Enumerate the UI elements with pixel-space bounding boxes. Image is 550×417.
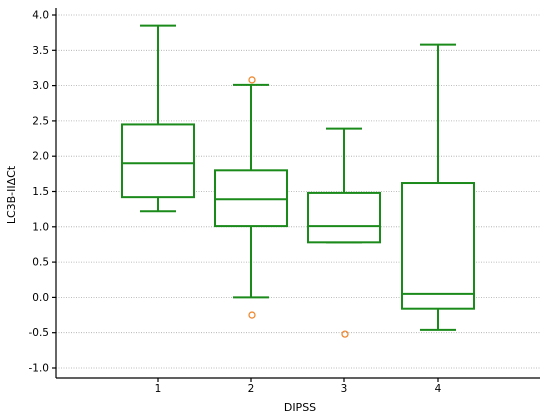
box-group-4 xyxy=(401,43,475,331)
iqr-box xyxy=(121,123,195,199)
iqr-box xyxy=(401,182,475,310)
box-series xyxy=(121,24,475,338)
y-tick-label: -1.0 xyxy=(29,363,50,375)
x-axis-ticks: 1 2 3 4 xyxy=(155,378,442,395)
x-axis-title: DIPSS xyxy=(284,401,316,414)
iqr-box xyxy=(307,191,381,244)
y-tick-label: -0.5 xyxy=(29,327,50,339)
iqr-box xyxy=(214,169,288,228)
outlier-point xyxy=(248,76,256,84)
outlier-point xyxy=(248,311,256,319)
y-tick-label: 3.0 xyxy=(32,80,49,92)
box-group-2 xyxy=(214,76,288,319)
y-tick-label: 0.5 xyxy=(32,257,49,269)
y-tick-label: 1.5 xyxy=(32,186,49,198)
y-tick-label: 2.0 xyxy=(32,151,49,163)
outlier-point xyxy=(341,330,349,338)
y-axis-title: LC3B-IIΔCt xyxy=(5,165,18,224)
x-tick-label: 3 xyxy=(341,383,348,395)
x-tick-label: 4 xyxy=(435,383,442,395)
box-group-1 xyxy=(121,24,195,213)
y-tick-label: 2.5 xyxy=(32,115,49,127)
x-tick-label: 1 xyxy=(155,383,162,395)
y-axis-ticks: 4.0 3.5 3.0 2.5 2.0 1.5 1.0 0.5 0.0 -0.5 -1.0 xyxy=(29,10,56,375)
y-tick-label: 4.0 xyxy=(32,10,49,22)
x-tick-label: 2 xyxy=(248,383,255,395)
y-tick-label: 0.0 xyxy=(32,292,49,304)
y-tick-label: 1.0 xyxy=(32,221,49,233)
box-group-3 xyxy=(307,127,381,338)
y-tick-label: 3.5 xyxy=(32,45,49,57)
